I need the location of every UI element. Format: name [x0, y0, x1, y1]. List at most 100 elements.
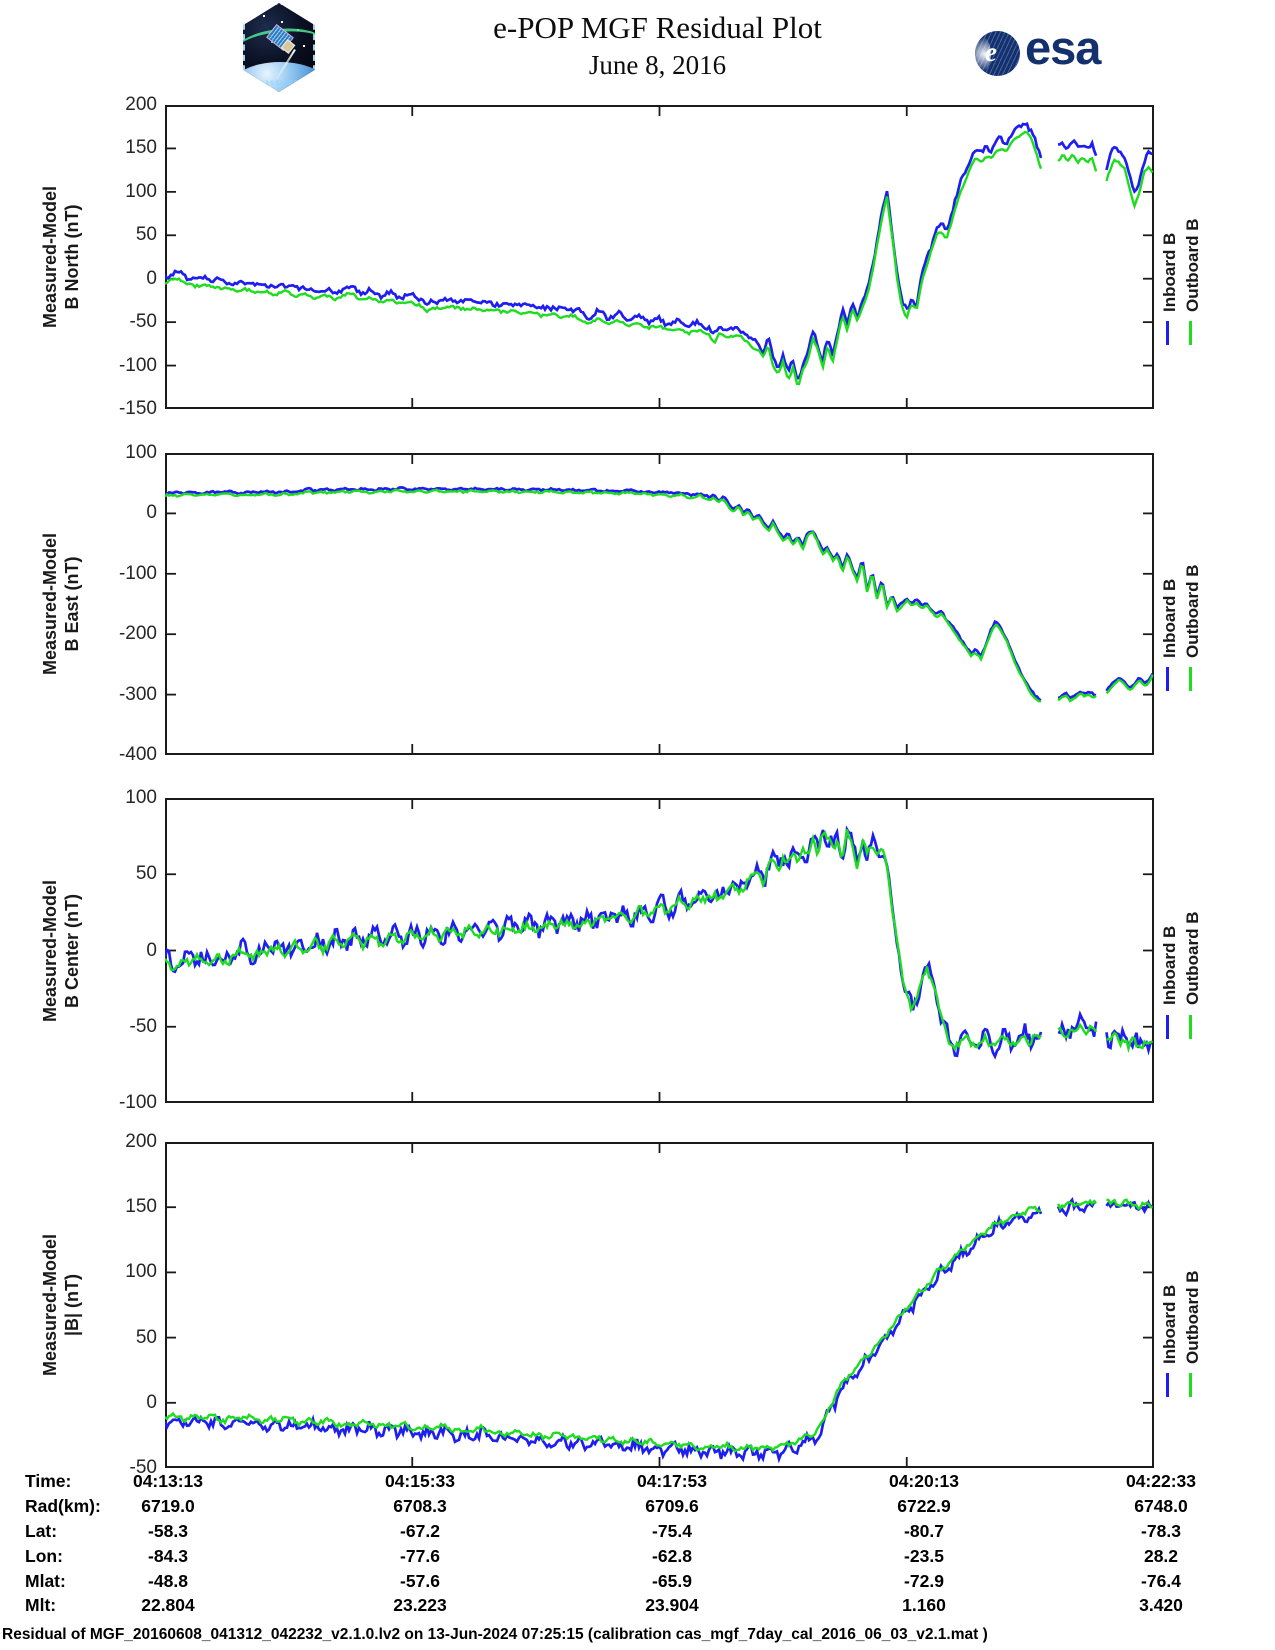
legend-inboard-sample	[1166, 1373, 1169, 1397]
table-cell: 6748.0	[1134, 1496, 1188, 1516]
legend-outboard-label: Outboard B	[1183, 1270, 1202, 1365]
table-cell: -58.3	[148, 1521, 188, 1541]
y-tick-label: -300	[118, 683, 157, 705]
y-axis-label: Measured-Model |B| (nT)	[40, 1233, 82, 1377]
table-cell: -65.9	[652, 1571, 692, 1591]
legend-outboard-label: Outboard B	[1183, 911, 1202, 1006]
y-tick-label: -50	[129, 311, 157, 333]
y-tick-label: -150	[118, 398, 157, 419]
y-tick-label: -50	[129, 1015, 157, 1037]
legend-inboard-sample	[1166, 321, 1169, 345]
y-tick-label: 150	[125, 1196, 157, 1218]
table-row-label: Mlt:	[25, 1595, 57, 1615]
y-axis-label: Measured-Model B North (nT)	[40, 185, 82, 329]
y-tick-label: -100	[118, 354, 157, 376]
y-tick-label: 50	[135, 1326, 157, 1348]
y-tick-label: 100	[125, 787, 157, 808]
y-tick-label: -200	[118, 623, 157, 645]
footer-text: Residual of MGF_20160608_041312_042232_v…	[2, 1626, 988, 1643]
y-tick-label: 100	[125, 180, 157, 202]
y-tick-label: -100	[118, 562, 157, 584]
table-cell: -75.4	[652, 1521, 692, 1541]
table-cell: 04:22:33	[1125, 1471, 1197, 1491]
table-cell: -78.3	[1141, 1521, 1181, 1541]
plot-area	[165, 1142, 1154, 1468]
table-cell: -80.7	[904, 1521, 944, 1541]
legend-inboard-label: Inboard B	[1160, 1284, 1179, 1364]
esa-wordmark: esa	[1025, 21, 1101, 74]
series-outboard-b	[165, 488, 1154, 703]
table-cell: 23.223	[393, 1595, 447, 1615]
table-cell: 04:13:13	[132, 1471, 204, 1491]
y-tick-label: 0	[146, 267, 157, 289]
table-cell: -62.8	[652, 1546, 692, 1566]
series-inboard-b	[165, 486, 1154, 702]
table-cell: 23.904	[645, 1595, 699, 1615]
title-block: e-POP MGF Residual Plot June 8, 2016	[40, 10, 1275, 81]
table-row-label: Time:	[25, 1471, 72, 1491]
y-tick-label: 50	[135, 863, 157, 885]
series-outboard-b	[165, 1198, 1153, 1453]
y-tick-label: 200	[125, 94, 157, 115]
plot-area	[165, 105, 1154, 409]
legend-outboard-sample	[1189, 667, 1192, 691]
table-cell: -76.4	[1141, 1571, 1181, 1591]
y-tick-label: 100	[125, 1261, 157, 1283]
y-axis-label: Measured-Model B East (nT)	[40, 532, 82, 676]
table-cell: -67.2	[400, 1521, 440, 1541]
table-cell: 6709.6	[645, 1496, 699, 1516]
y-tick-label: 0	[146, 939, 157, 961]
series-outboard-b	[165, 829, 1154, 1054]
table-cell: 3.420	[1139, 1595, 1183, 1615]
table-cell: 22.804	[141, 1595, 195, 1615]
y-tick-label: 100	[125, 442, 157, 463]
table-cell: 6708.3	[393, 1496, 447, 1516]
legend-inboard-label: Inboard B	[1160, 232, 1179, 312]
table-cell: -77.6	[400, 1546, 440, 1566]
table-cell: 04:15:33	[384, 1471, 456, 1491]
y-tick-label: -100	[118, 1092, 157, 1113]
patch-label: CASSIOPE	[259, 81, 299, 87]
table-cell: 04:17:53	[636, 1471, 708, 1491]
table-cell: 6722.9	[897, 1496, 951, 1516]
table-cell: 6719.0	[141, 1496, 195, 1516]
legend-inboard-sample	[1166, 1015, 1169, 1039]
table-cell: 28.2	[1143, 1546, 1179, 1566]
esa-globe-letter: e	[985, 37, 997, 67]
legend-inboard-label: Inboard B	[1160, 925, 1179, 1005]
legend-outboard-sample	[1189, 1373, 1192, 1397]
table-cell: -72.9	[904, 1571, 944, 1591]
table-row-label: Lat:	[25, 1521, 58, 1541]
y-tick-label: -400	[118, 744, 157, 765]
page-date: June 8, 2016	[588, 50, 727, 80]
series-outboard-b	[165, 130, 1154, 386]
plot-area	[165, 453, 1154, 755]
esa-globe-icon: e	[975, 31, 1020, 76]
table-cell: 04:20:13	[888, 1471, 960, 1491]
legend-outboard-sample	[1189, 1015, 1192, 1039]
legend-outboard-label: Outboard B	[1183, 218, 1202, 313]
esa-globe-crescent	[975, 35, 991, 73]
y-tick-label: -50	[129, 1457, 157, 1478]
table-cell: 1.160	[902, 1595, 946, 1615]
table-cell: -48.8	[148, 1571, 188, 1591]
y-tick-label: 50	[135, 224, 157, 246]
series-inboard-b	[165, 122, 1153, 381]
table-row-label: Mlat:	[25, 1571, 66, 1591]
table-cell: -84.3	[148, 1546, 188, 1566]
legend-outboard-label: Outboard B	[1183, 564, 1202, 659]
legend-inboard-sample	[1166, 667, 1169, 691]
table-row-label: Lon:	[25, 1546, 63, 1566]
y-tick-label: 150	[125, 137, 157, 159]
cassiope-mission-patch-icon: CASSIOPE	[243, 3, 315, 92]
starfield-decoration	[263, 15, 265, 17]
y-tick-label: 0	[146, 502, 157, 524]
plot-area	[165, 798, 1154, 1103]
series-inboard-b	[165, 1197, 1154, 1464]
legend-outboard-sample	[1189, 321, 1192, 345]
table-cell: -57.6	[400, 1571, 440, 1591]
legend-inboard-label: Inboard B	[1160, 578, 1179, 658]
table-cell: -23.5	[904, 1546, 944, 1566]
table-row-label: Rad(km):	[25, 1496, 101, 1516]
